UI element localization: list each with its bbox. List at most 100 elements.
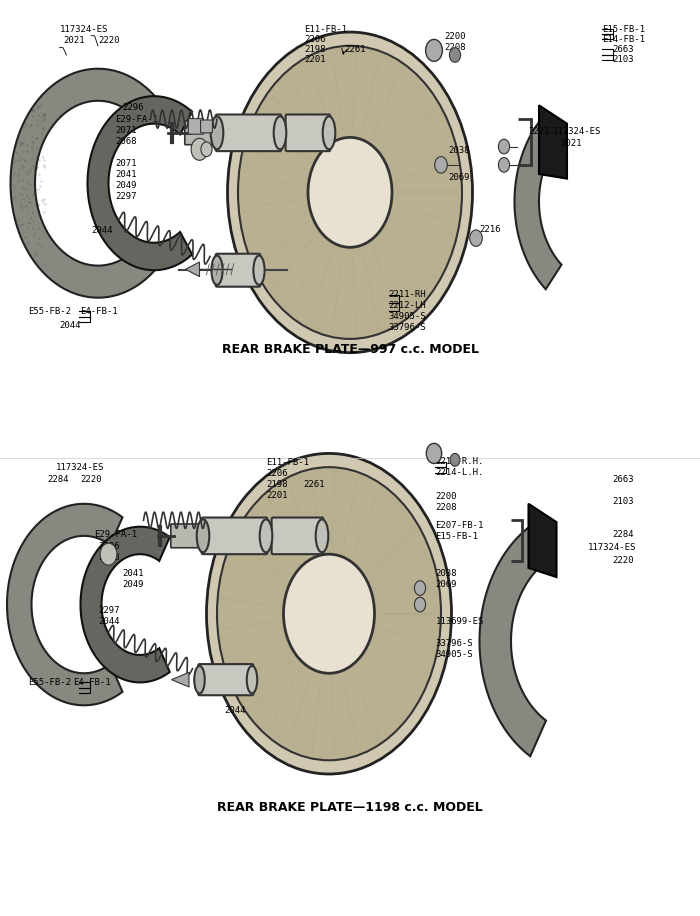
Text: 117324-ES: 117324-ES <box>553 127 601 136</box>
Text: 2208: 2208 <box>435 503 457 512</box>
Circle shape <box>450 453 460 466</box>
Text: E14-FB-1: E14-FB-1 <box>602 35 645 44</box>
Text: 117324-ES: 117324-ES <box>588 543 636 552</box>
Circle shape <box>228 32 472 353</box>
Text: 2216: 2216 <box>480 224 501 234</box>
Text: 2221: 2221 <box>528 127 550 136</box>
Polygon shape <box>186 262 199 277</box>
Text: REAR BRAKE PLATE—997 c.c. MODEL: REAR BRAKE PLATE—997 c.c. MODEL <box>221 344 479 356</box>
Text: 2068: 2068 <box>116 137 137 147</box>
Text: 34905-S: 34905-S <box>435 650 473 660</box>
Polygon shape <box>528 504 556 577</box>
Text: 2296: 2296 <box>98 542 120 551</box>
Text: E15-FB-1: E15-FB-1 <box>602 25 645 34</box>
Text: E55-FB-2: E55-FB-2 <box>28 678 71 687</box>
FancyBboxPatch shape <box>200 120 213 133</box>
Text: 2021: 2021 <box>63 36 85 45</box>
FancyBboxPatch shape <box>202 518 267 554</box>
Ellipse shape <box>260 519 272 552</box>
Circle shape <box>191 138 208 160</box>
Text: 2044: 2044 <box>60 321 81 330</box>
Text: 2220: 2220 <box>612 556 634 565</box>
Text: 2044: 2044 <box>98 616 120 626</box>
Text: 2297: 2297 <box>98 605 120 615</box>
Circle shape <box>426 39 442 61</box>
Text: E55-FB-2: E55-FB-2 <box>28 307 71 316</box>
Text: 117324-ES: 117324-ES <box>56 463 104 472</box>
Text: 2038: 2038 <box>448 146 470 155</box>
FancyBboxPatch shape <box>216 254 260 287</box>
Text: E29-FA-1: E29-FA-1 <box>94 529 137 539</box>
Polygon shape <box>88 96 192 270</box>
Text: 2049: 2049 <box>122 580 144 589</box>
Polygon shape <box>80 527 170 682</box>
Ellipse shape <box>274 116 286 149</box>
Text: E207-FB-1: E207-FB-1 <box>435 521 484 530</box>
Circle shape <box>498 139 510 154</box>
Polygon shape <box>514 114 561 289</box>
Circle shape <box>414 597 426 612</box>
Ellipse shape <box>316 519 328 552</box>
Text: 2041: 2041 <box>122 569 144 578</box>
Text: 2200: 2200 <box>444 32 466 41</box>
Text: 2021: 2021 <box>560 139 582 148</box>
Text: 2071: 2071 <box>116 159 137 169</box>
FancyBboxPatch shape <box>286 114 330 151</box>
Text: 2663: 2663 <box>612 45 634 54</box>
Text: 33796-S: 33796-S <box>389 323 426 333</box>
Text: 2038: 2038 <box>435 569 457 578</box>
Text: 2198: 2198 <box>304 45 326 54</box>
Ellipse shape <box>211 256 223 285</box>
Text: 33796-S: 33796-S <box>435 639 473 649</box>
Circle shape <box>470 230 482 246</box>
Text: 2284: 2284 <box>48 474 69 484</box>
FancyBboxPatch shape <box>171 524 206 548</box>
Text: 2044: 2044 <box>224 706 246 715</box>
Ellipse shape <box>211 116 223 149</box>
Text: 2069: 2069 <box>448 173 470 182</box>
Polygon shape <box>172 672 189 687</box>
Polygon shape <box>10 69 154 298</box>
Circle shape <box>426 443 442 463</box>
Text: E11-FB-1: E11-FB-1 <box>304 25 347 34</box>
Text: 2211-RH: 2211-RH <box>389 290 426 300</box>
Circle shape <box>217 467 441 760</box>
Circle shape <box>435 157 447 173</box>
Text: 2284: 2284 <box>612 530 634 540</box>
Text: 34905-S: 34905-S <box>389 312 426 322</box>
Text: 2261: 2261 <box>344 45 366 54</box>
Text: E15-FB-1: E15-FB-1 <box>435 532 478 541</box>
Circle shape <box>100 543 117 565</box>
Circle shape <box>284 554 374 673</box>
Text: 2220: 2220 <box>98 36 120 45</box>
Text: 113699-ES: 113699-ES <box>435 616 484 626</box>
Circle shape <box>206 453 452 774</box>
Text: 2212-LH: 2212-LH <box>389 301 426 311</box>
Text: 2200: 2200 <box>435 492 457 501</box>
Circle shape <box>201 142 212 157</box>
Text: REAR BRAKE PLATE—1198 c.c. MODEL: REAR BRAKE PLATE—1198 c.c. MODEL <box>217 802 483 814</box>
Ellipse shape <box>253 256 265 285</box>
Circle shape <box>498 158 510 172</box>
Circle shape <box>414 581 426 595</box>
Text: 2068: 2068 <box>98 553 120 562</box>
Text: 2663: 2663 <box>612 475 634 485</box>
Text: 2041: 2041 <box>116 170 137 180</box>
FancyBboxPatch shape <box>198 664 253 695</box>
Text: 2297: 2297 <box>116 192 137 202</box>
Ellipse shape <box>246 666 258 693</box>
Circle shape <box>449 48 461 62</box>
Ellipse shape <box>323 116 335 149</box>
FancyBboxPatch shape <box>216 114 281 151</box>
Text: 2103: 2103 <box>612 497 634 507</box>
Text: 2044: 2044 <box>91 226 113 235</box>
Text: 2296: 2296 <box>122 103 144 112</box>
Polygon shape <box>480 526 546 757</box>
Text: 2208: 2208 <box>444 43 466 52</box>
Polygon shape <box>7 504 122 705</box>
Text: 2049: 2049 <box>116 181 137 191</box>
Text: 2261: 2261 <box>304 480 326 489</box>
Text: 2206: 2206 <box>304 35 326 44</box>
Text: E11-FB-1: E11-FB-1 <box>266 458 309 467</box>
Ellipse shape <box>194 666 204 693</box>
